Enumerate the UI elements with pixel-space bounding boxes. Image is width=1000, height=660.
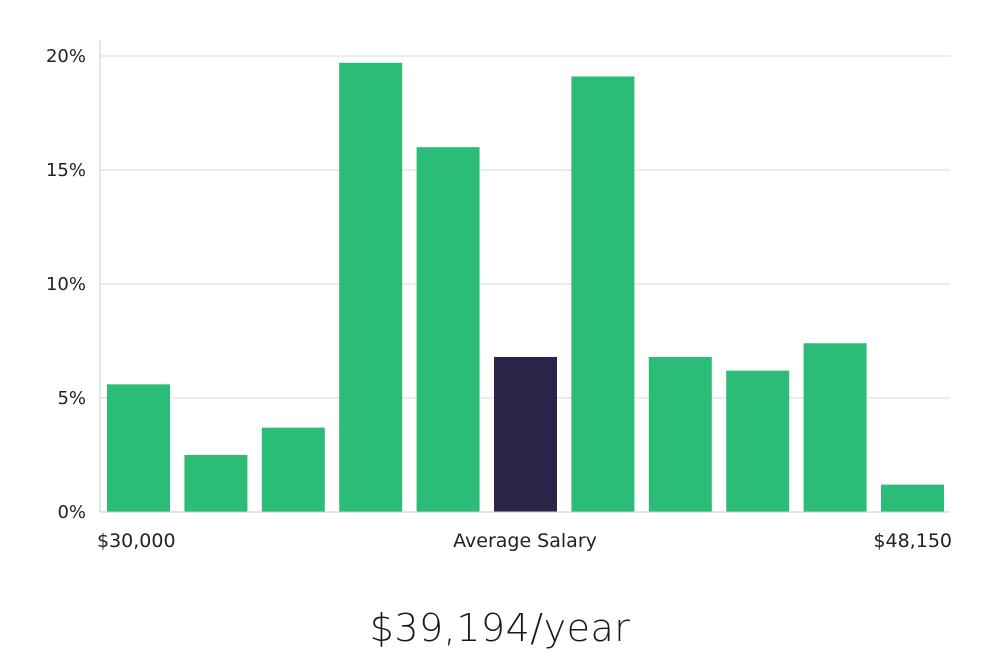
- bar: [184, 454, 248, 512]
- y-tick-label: 10%: [46, 274, 86, 295]
- bar: [648, 356, 712, 512]
- y-tick-label: 15%: [46, 160, 86, 181]
- bar: [107, 384, 170, 512]
- bar: [803, 343, 867, 512]
- bar: [339, 62, 403, 512]
- bar-average: [494, 356, 557, 512]
- bar: [416, 147, 480, 513]
- bars-layer: [107, 62, 944, 513]
- y-tick-label: 5%: [57, 388, 86, 409]
- bar: [726, 370, 790, 512]
- x-center-label: Average Salary: [453, 530, 597, 552]
- y-tick-label: 20%: [46, 46, 86, 67]
- y-tick-labels: 0% 5% 10% 15% 20%: [46, 46, 86, 523]
- bar: [261, 427, 325, 512]
- x-max-label: $48,150: [873, 530, 952, 552]
- bar: [571, 76, 635, 512]
- x-min-label: $30,000: [97, 530, 176, 552]
- average-salary-caption: $39,194/year: [369, 606, 631, 650]
- y-tick-label: 0%: [57, 502, 86, 523]
- bar: [881, 484, 944, 512]
- salary-histogram: 0% 5% 10% 15% 20% $30,000 Average Salary $48…: [46, 40, 952, 552]
